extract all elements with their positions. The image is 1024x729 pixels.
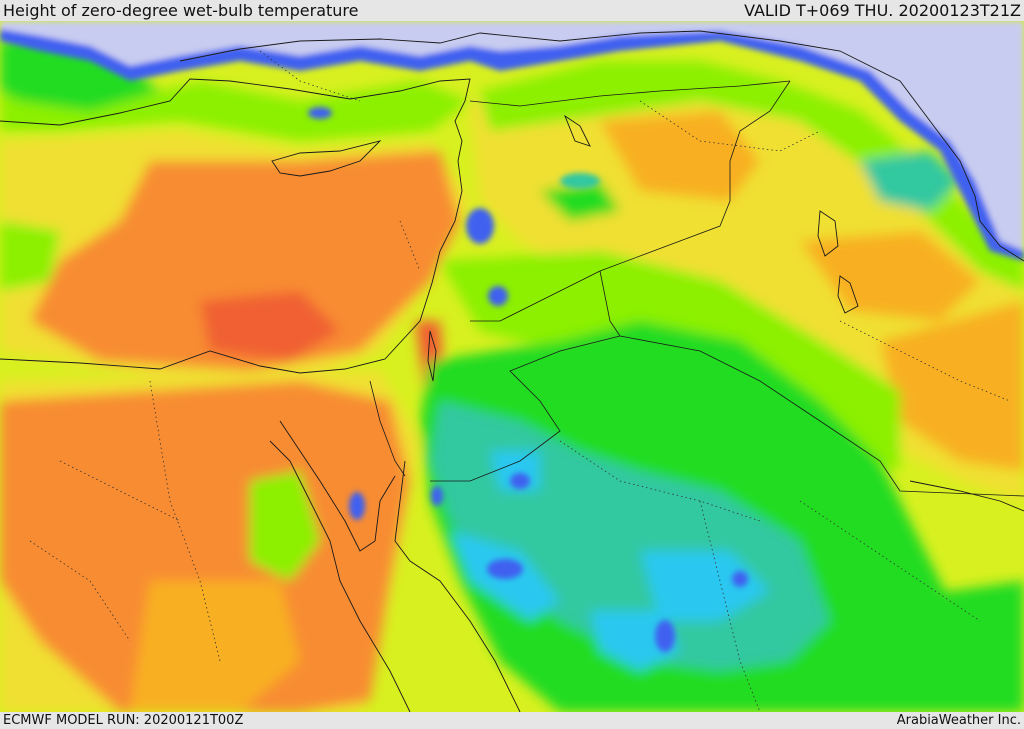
province-lines: [29, 50, 1011, 712]
model-run-label: ECMWF MODEL RUN: 20200121T00Z: [3, 713, 244, 728]
weather-map: [0, 21, 1024, 712]
borders: [369, 80, 1024, 497]
valid-time-label: VALID T+069 THU. 20200123T21Z: [744, 1, 1021, 20]
field-layers: [0, 31, 1024, 712]
wet-bulb-map-svg: [0, 21, 1024, 712]
footer-bar: ECMWF MODEL RUN: 20200121T00Z ArabiaWeat…: [0, 712, 1024, 729]
header-bar: Height of zero-degree wet-bulb temperatu…: [0, 0, 1024, 21]
map-title: Height of zero-degree wet-bulb temperatu…: [3, 1, 359, 20]
coastlines: [0, 30, 1024, 712]
credit-label: ArabiaWeather Inc.: [896, 713, 1021, 728]
cold-zone: [0, 21, 1024, 652]
